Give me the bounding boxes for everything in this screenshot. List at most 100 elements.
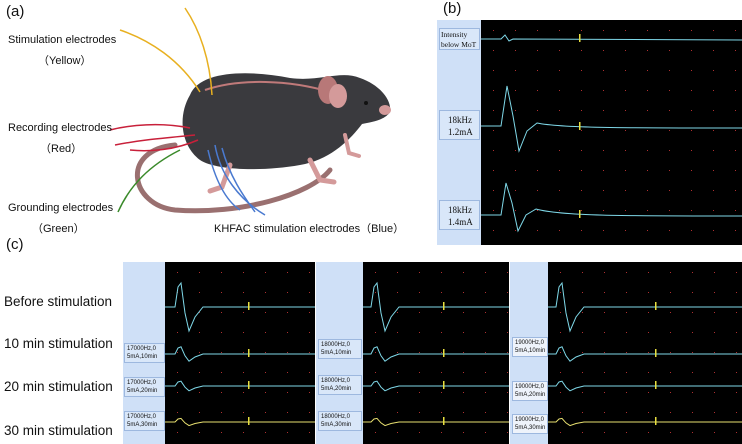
- scope-c1-grid-dot: [309, 412, 310, 413]
- scope-c3-grid-dot: [582, 372, 583, 373]
- panel-b-row-3-label: 18kHz 1.4mA: [439, 200, 480, 230]
- scope-b-grid-dot: [625, 50, 626, 51]
- c1-cell-10min-l2: 5mA,10min: [127, 354, 158, 360]
- scope-b-grid-dot: [581, 70, 582, 71]
- c1-cell-20min-l1: 17000Hz,0: [127, 380, 157, 386]
- scope-b-grid-dot: [559, 210, 560, 211]
- panel-a: Stimulation electrodes （Yellow） Recordin…: [0, 0, 440, 240]
- scope-c3-grid-dot: [626, 292, 627, 293]
- scope-c3-grid-dot: [582, 412, 583, 413]
- scope-c2-grid-dot: [397, 292, 398, 293]
- scope-b-grid-dot: [515, 90, 516, 91]
- scope-c2-trace-10min: [363, 346, 509, 362]
- scope-b-grid-dot: [581, 170, 582, 171]
- mouse-illustration: [109, 7, 391, 216]
- scope-b-grid-dot: [603, 70, 604, 71]
- scope-b-grid-dot: [669, 190, 670, 191]
- c3-cell-10min-l1: 19000Hz,0: [515, 340, 545, 346]
- scope-b-grid-dot: [625, 70, 626, 71]
- scope-c2-grid: [375, 272, 508, 433]
- scope-c2-marker-2: [443, 349, 445, 357]
- scope-c3-grid-dot: [626, 372, 627, 373]
- scope-c2-grid-dot: [397, 272, 398, 273]
- scope-b-grid-dot: [625, 130, 626, 131]
- scope-c1-grid-dot: [287, 332, 288, 333]
- scope-c1-grid-dot: [287, 292, 288, 293]
- scope-b-grid-dot: [537, 90, 538, 91]
- panel-label-c: (c): [6, 236, 24, 253]
- scope-b-grid-dot: [559, 190, 560, 191]
- scope-b-grid-dot: [581, 210, 582, 211]
- scope-c1-grid-dot: [177, 412, 178, 413]
- scope-c2-grid-dot: [485, 372, 486, 373]
- scope-b-grid-dot: [691, 130, 692, 131]
- scope-c2-grid-dot: [375, 412, 376, 413]
- scope-b-grid-dot: [691, 150, 692, 151]
- row-label-before: Before stimulation: [4, 294, 113, 309]
- scope-b-grid-dot: [647, 170, 648, 171]
- scope-b-marker-3: [579, 210, 581, 218]
- scope-b-grid-dot: [603, 230, 604, 231]
- scope-c1-grid-dot: [199, 312, 200, 313]
- scope-b-grid-dot: [493, 170, 494, 171]
- c3-cell-30min: 19000Hz,0 5mA,30min: [512, 414, 548, 434]
- scope-b-grid-dot: [625, 30, 626, 31]
- scope-c3-grid-dot: [560, 352, 561, 353]
- scope-b-grid-dot: [493, 210, 494, 211]
- scope-b-grid-dot: [515, 110, 516, 111]
- scope-c3-grid-dot: [692, 332, 693, 333]
- scope-c1-grid: [177, 272, 310, 433]
- scope-b-grid-dot: [559, 170, 560, 171]
- scope-c2-grid-dot: [441, 292, 442, 293]
- scope-c3-grid-dot: [560, 392, 561, 393]
- scope-b-grid-dot: [669, 110, 670, 111]
- scope-c2-grid-dot: [485, 432, 486, 433]
- scope-b-grid-dot: [691, 90, 692, 91]
- c2-cell-20min: 18000Hz,0 5mA,20min: [318, 375, 362, 395]
- scope-c1-grid-dot: [309, 292, 310, 293]
- scope-c3-grid-dot: [692, 312, 693, 313]
- scope-c1-grid-dot: [199, 292, 200, 293]
- scope-c2-grid-dot: [463, 272, 464, 273]
- scope-c1-grid-dot: [243, 272, 244, 273]
- scope-b-grid-dot: [493, 150, 494, 151]
- scope-c2-grid-dot: [441, 372, 442, 373]
- panel-c-col-3-scope: [548, 262, 742, 444]
- c3-cell-20min-l1: 19000Hz,0: [515, 384, 545, 390]
- scope-c3-grid-dot: [560, 332, 561, 333]
- scope-c2-grid-dot: [485, 292, 486, 293]
- scope-c1-grid-dot: [265, 312, 266, 313]
- scope-b-grid-dot: [537, 190, 538, 191]
- scope-b-grid-dot: [735, 230, 736, 231]
- scope-c3-grid-dot: [560, 312, 561, 313]
- scope-c3-grid-dot: [670, 292, 671, 293]
- grounding-electrodes-color: （Green）: [32, 223, 85, 235]
- recording-electrodes-label: Recording electrodes: [8, 122, 112, 134]
- scope-c2-grid-dot: [441, 412, 442, 413]
- c3-cell-20min: 19000Hz,0 5mA,20min: [512, 381, 548, 401]
- scope-b-grid-dot: [713, 170, 714, 171]
- scope-c3-grid-dot: [714, 292, 715, 293]
- scope-c3-grid-dot: [670, 312, 671, 313]
- scope-c2-grid-dot: [375, 272, 376, 273]
- scope-c3-marker-2: [655, 349, 657, 357]
- scope-c2-grid-dot: [375, 312, 376, 313]
- scope-c2-marker-1: [443, 302, 445, 310]
- scope-b-grid-dot: [603, 210, 604, 211]
- scope-c1-grid-dot: [221, 412, 222, 413]
- scope-c3-grid-dot: [736, 312, 737, 313]
- scope-c2-grid-dot: [397, 332, 398, 333]
- scope-c3-grid: [560, 272, 737, 433]
- scope-c2-grid-dot: [419, 272, 420, 273]
- scope-c2-grid-dot: [397, 432, 398, 433]
- scope-c3-grid-dot: [582, 292, 583, 293]
- scope-b-grid-dot: [669, 70, 670, 71]
- scope-c1-grid-dot: [243, 352, 244, 353]
- scope-c2-grid-dot: [485, 392, 486, 393]
- scope-c3-grid-dot: [692, 372, 693, 373]
- scope-c2-grid-dot: [419, 412, 420, 413]
- scope-c3-grid-dot: [736, 392, 737, 393]
- scope-c2-grid-dot: [463, 332, 464, 333]
- scope-b-marker-2: [579, 122, 581, 130]
- scope-c2-grid-dot: [397, 392, 398, 393]
